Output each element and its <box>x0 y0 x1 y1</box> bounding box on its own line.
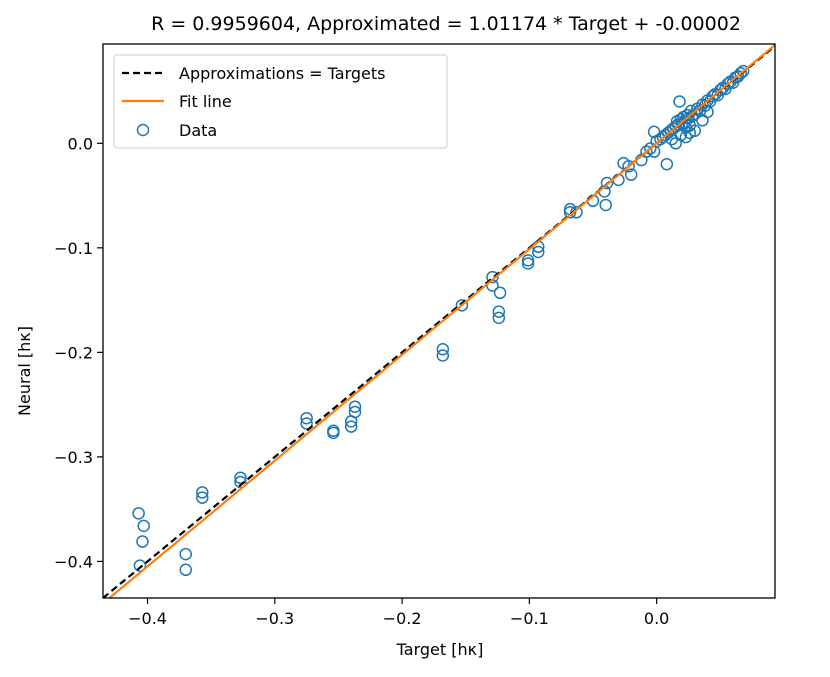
data-point <box>348 400 362 413</box>
legend-label-identity: Approximations = Targets <box>179 64 385 83</box>
data-point <box>644 142 657 155</box>
data-point <box>521 257 535 270</box>
data-point <box>674 128 688 142</box>
x-tick-label: 0.0 <box>644 609 669 628</box>
data-point <box>721 77 735 90</box>
legend-data-marker <box>136 123 150 137</box>
data-point <box>673 95 686 108</box>
data-point <box>486 270 499 284</box>
data-point <box>300 417 313 430</box>
legend-label-fit: Fit line <box>179 92 232 111</box>
legend: Approximations = Targets Fit line Data <box>113 54 448 149</box>
data-point <box>734 67 747 80</box>
data-point <box>179 547 192 561</box>
data-point <box>640 145 653 158</box>
x-axis: −0.4 −0.3 −0.2 −0.1 0.0 <box>128 598 669 628</box>
y-tick-label: −0.1 <box>54 239 93 258</box>
data-point <box>492 311 506 325</box>
y-tick-label: −0.2 <box>54 343 93 362</box>
data-point <box>196 491 209 504</box>
data-point <box>701 105 714 119</box>
data-point <box>660 157 674 171</box>
y-axis: −0.4 −0.3 −0.2 −0.1 0.0 <box>54 134 103 571</box>
data-point <box>300 411 313 425</box>
x-tick-label: −0.2 <box>383 609 422 628</box>
plot-frame <box>102 43 776 599</box>
data-point <box>683 126 696 140</box>
legend-box <box>113 54 448 149</box>
x-tick-label: −0.3 <box>255 609 294 628</box>
data-point <box>624 168 638 181</box>
data-point <box>600 176 614 190</box>
x-axis-label: Target [hκ] <box>396 640 484 659</box>
data-point <box>493 286 507 300</box>
data-point <box>436 349 450 362</box>
data-point <box>436 342 450 356</box>
x-tick-label: −0.4 <box>128 609 167 628</box>
data-point <box>196 486 209 499</box>
chart-title: R = 0.9959604, Approximated = 1.01174 * … <box>151 13 741 35</box>
fit-line <box>107 44 775 598</box>
data-point <box>327 426 340 440</box>
data-point <box>234 475 247 489</box>
data-point <box>706 90 719 103</box>
data-point <box>599 198 612 212</box>
data-point <box>344 420 358 433</box>
y-tick-label: −0.3 <box>54 448 93 467</box>
data-point <box>136 535 149 548</box>
data-point <box>563 206 577 219</box>
y-tick-label: −0.4 <box>54 552 93 571</box>
data-point <box>137 519 150 533</box>
data-point <box>455 299 469 312</box>
data-point <box>532 245 545 259</box>
data-point <box>132 507 145 520</box>
data-point <box>492 305 506 318</box>
data-point <box>622 160 635 173</box>
data-point <box>736 64 750 78</box>
data-point <box>521 254 535 267</box>
x-tick-label: −0.1 <box>510 609 549 628</box>
data-point <box>714 83 727 97</box>
y-axis-label: Neural [hκ] <box>15 326 34 416</box>
legend-label-data: Data <box>179 121 217 140</box>
data-point <box>348 405 362 419</box>
y-tick-label: 0.0 <box>68 134 93 153</box>
data-point <box>234 471 247 485</box>
identity-line <box>103 45 775 598</box>
data-point <box>179 563 192 577</box>
data-point <box>133 559 147 572</box>
